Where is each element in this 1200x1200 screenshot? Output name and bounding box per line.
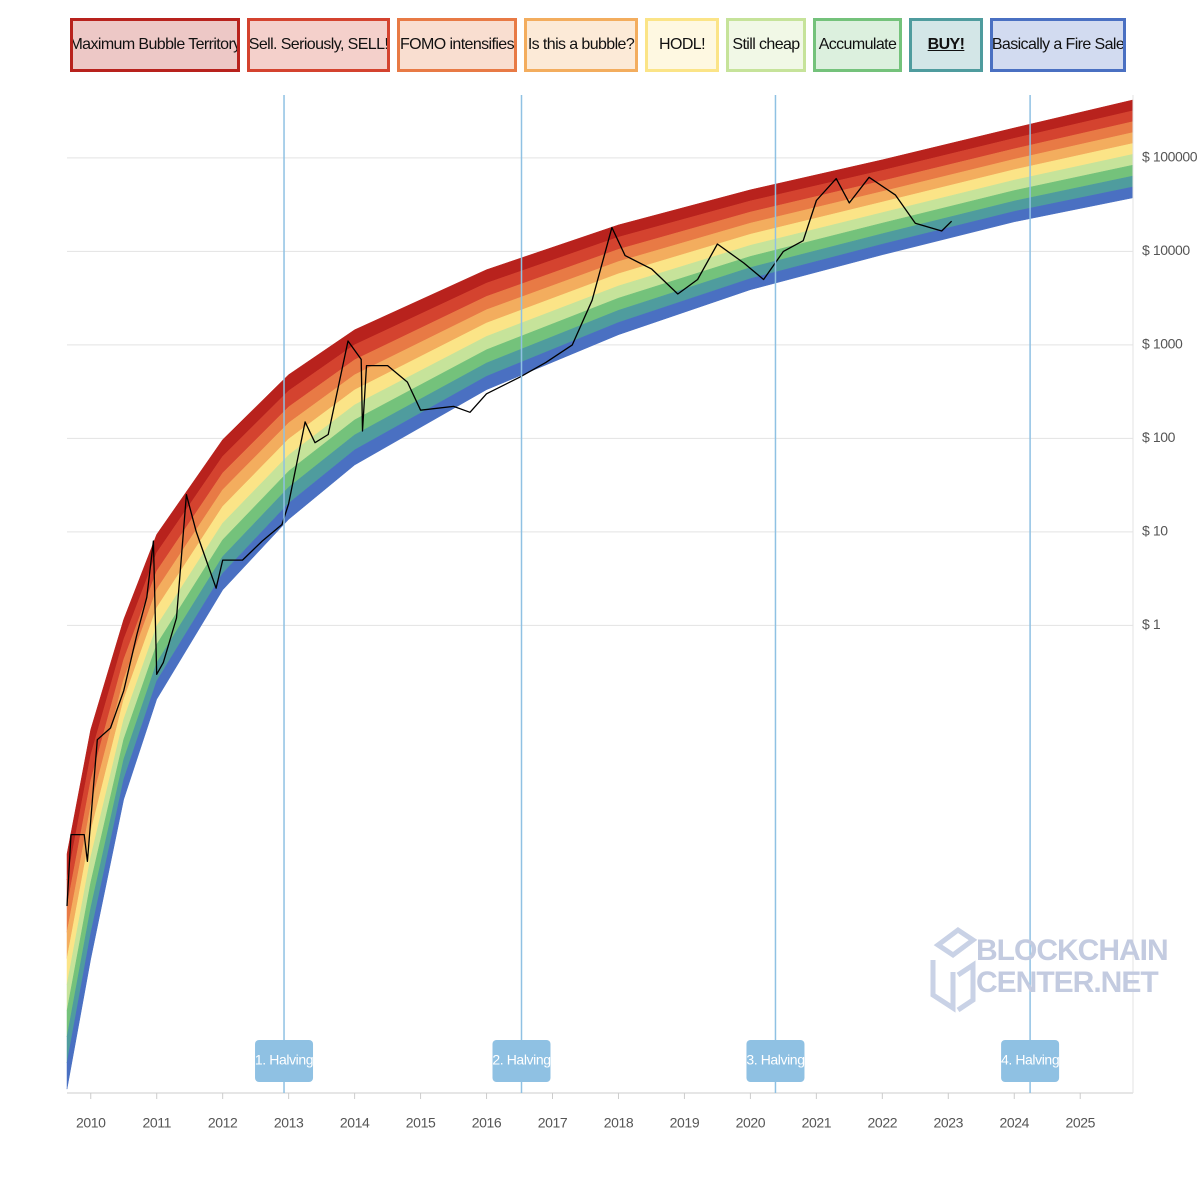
legend-swatch: [73, 21, 237, 69]
legend-swatch: [400, 21, 514, 69]
x-tick-label: 2024: [999, 1115, 1029, 1131]
legend-swatch: [527, 21, 635, 69]
x-tick-label: 2016: [472, 1115, 502, 1131]
x-tick-label: 2020: [736, 1115, 766, 1131]
y-tick-label: $ 1000: [1142, 336, 1183, 352]
halving-label: 4. Halving: [1001, 1052, 1059, 1068]
legend-swatch: [729, 21, 803, 69]
x-tick-label: 2010: [76, 1115, 106, 1131]
legend-swatch: [912, 21, 980, 69]
halving-badge: [492, 1040, 551, 1082]
legend-label: Maximum Bubble Territory: [70, 36, 240, 53]
x-tick-label: 2018: [604, 1115, 634, 1131]
legend-swatch: [816, 21, 899, 69]
price-line: [66, 176, 953, 907]
legend-button[interactable]: Sell. Seriously, SELL!: [247, 18, 390, 72]
x-tick-label: 2019: [670, 1115, 700, 1131]
x-tick-label: 2017: [538, 1115, 568, 1131]
legend-button[interactable]: HODL!: [645, 18, 719, 72]
legend-label: FOMO intensifies: [400, 36, 514, 53]
x-tick-label: 2014: [340, 1115, 370, 1131]
x-tick-label: 2023: [934, 1115, 964, 1131]
legend-label: HODL!: [659, 36, 706, 53]
legend-label: BUY!: [927, 36, 965, 53]
halving-label: 2. Halving: [492, 1052, 550, 1068]
legend-button[interactable]: BUY!: [909, 18, 983, 72]
x-tick-label: 2013: [274, 1115, 304, 1131]
legend-label: Still cheap: [732, 36, 800, 53]
halving-label: 1. Halving: [255, 1052, 313, 1068]
halving-label: 3. Halving: [746, 1052, 804, 1068]
x-tick-label: 2025: [1065, 1115, 1095, 1131]
legend-swatch: [993, 21, 1123, 69]
x-tick-label: 2011: [142, 1115, 171, 1131]
y-tick-label: $ 100: [1142, 429, 1176, 445]
legend-button[interactable]: Is this a bubble?: [524, 18, 638, 72]
legend-button[interactable]: Maximum Bubble Territory: [70, 18, 240, 72]
x-tick-label: 2021: [802, 1115, 832, 1131]
legend-swatch: [250, 21, 387, 69]
watermark-text: BLOCKCHAIN: [976, 934, 1168, 967]
halving-badge: [1001, 1040, 1060, 1082]
x-tick-label: 2012: [208, 1115, 238, 1131]
halving-badge: [746, 1040, 805, 1082]
halving-badge: [255, 1040, 314, 1082]
y-tick-label: $ 10000: [1142, 242, 1190, 258]
legend-swatch: [648, 21, 716, 69]
legend-label: Accumulate: [818, 36, 897, 53]
watermark-icon: [930, 926, 978, 1013]
legend-label: Basically a Fire Sale: [991, 36, 1125, 53]
y-tick-label: $ 1: [1142, 616, 1161, 632]
legend-button[interactable]: Accumulate: [813, 18, 902, 72]
legend-button[interactable]: FOMO intensifies: [397, 18, 517, 72]
x-tick-label: 2015: [406, 1115, 436, 1131]
watermark-text: CENTER.NET: [976, 966, 1158, 999]
y-tick-label: $ 100000: [1142, 149, 1198, 165]
y-tick-label: $ 10: [1142, 523, 1168, 539]
x-tick-label: 2022: [868, 1115, 898, 1131]
legend-button[interactable]: Still cheap: [726, 18, 806, 72]
legend: Maximum Bubble Territory Sell. Seriously,…: [70, 18, 1126, 72]
legend-button[interactable]: Basically a Fire Sale: [990, 18, 1126, 72]
legend-label: Sell. Seriously, SELL!: [248, 36, 389, 53]
legend-label: Is this a bubble?: [527, 36, 635, 53]
